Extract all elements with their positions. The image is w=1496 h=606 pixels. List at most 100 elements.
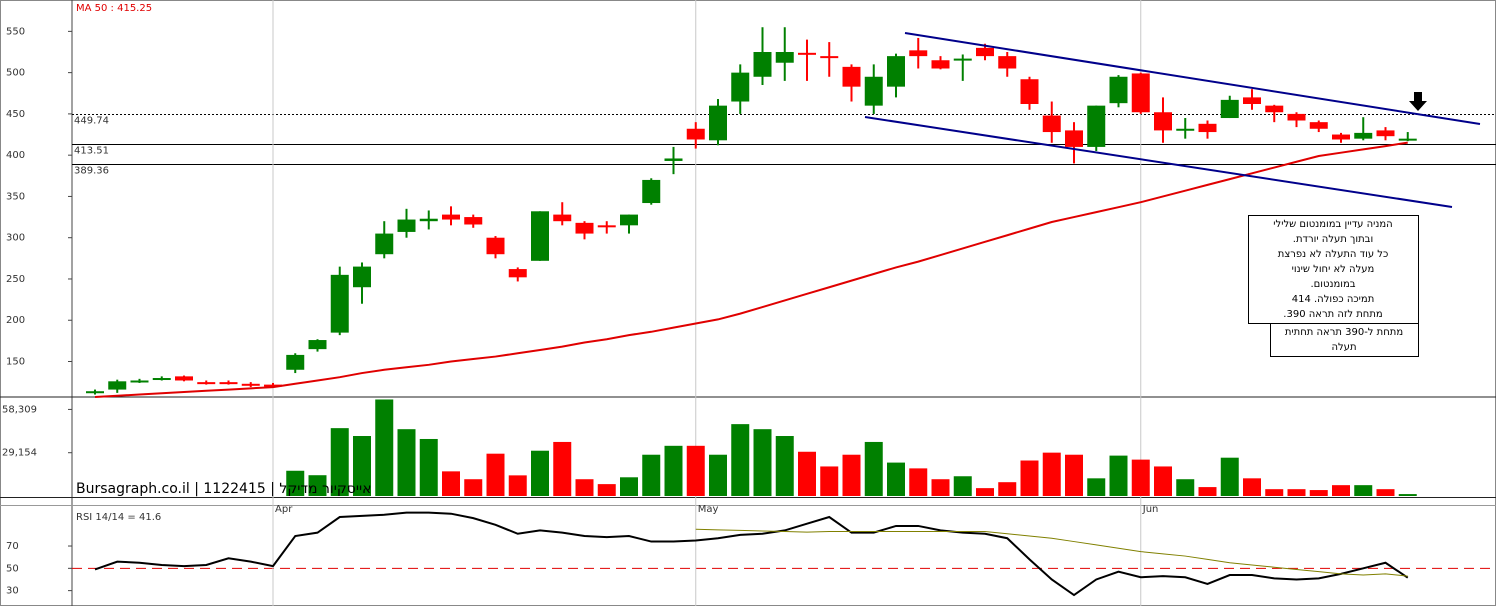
candle-body: [531, 211, 549, 261]
volume-bar: [1398, 494, 1417, 496]
grid: [68, 0, 1496, 606]
volume-bar: [753, 429, 772, 496]
level-label: 449.74: [74, 116, 109, 127]
volume-bar: [664, 445, 683, 496]
x-tick-label: May: [698, 504, 719, 515]
candle-body: [1287, 113, 1306, 121]
candle-body: [820, 56, 839, 59]
candle-body: [286, 354, 305, 370]
note-text: תעלה: [1331, 342, 1356, 353]
y-tick-label: 300: [6, 233, 25, 244]
candle-body: [442, 214, 460, 220]
candle-body: [753, 51, 772, 77]
volume-bar: [308, 475, 327, 496]
channel-lower: [864, 116, 1453, 208]
volume-bar: [1087, 478, 1106, 496]
candle-body: [1243, 97, 1261, 104]
candle-body: [686, 128, 705, 140]
candle-body: [731, 72, 750, 102]
y-tick-label: 550: [6, 26, 25, 37]
note-text: מתחת לזה תראה 390.: [1283, 309, 1382, 320]
candle-body: [709, 105, 727, 141]
candle-body: [152, 378, 171, 381]
candle-body: [108, 381, 127, 390]
candle-body: [1020, 79, 1039, 104]
volume-bar: [1020, 460, 1039, 496]
candle-body: [1220, 99, 1239, 119]
note-text: כל עוד התעלה לא נפרצת: [1278, 249, 1388, 260]
volume-bar: [798, 451, 816, 496]
candle-body: [664, 158, 683, 161]
candle-body: [375, 233, 394, 255]
x-tick-label: Jun: [1142, 504, 1159, 515]
candle-body: [1332, 134, 1350, 140]
candle-body: [998, 56, 1017, 69]
note-text: מעלה לא יחול שינוי: [1292, 264, 1375, 275]
rsi-line: [94, 511, 1409, 597]
candle-body: [976, 47, 994, 57]
note-text: במומנטום.: [1310, 279, 1355, 290]
candle-body: [1109, 76, 1128, 104]
volume-bar: [1354, 485, 1373, 496]
y-tick-label: 58,309: [2, 404, 37, 415]
candle-body: [575, 222, 594, 234]
y-tick-label: 500: [6, 68, 25, 79]
volume-bar: [1220, 457, 1239, 496]
volume-bar: [931, 479, 950, 496]
volume-bar: [464, 479, 483, 496]
candle-body: [597, 225, 616, 228]
arrow-down: [1409, 92, 1427, 111]
volume-bar: [1376, 489, 1395, 496]
candle-body: [887, 56, 905, 87]
candle-body: [842, 66, 861, 87]
volume-bar: [1065, 454, 1083, 496]
candle-body: [1154, 112, 1172, 131]
candle-body: [1354, 132, 1373, 139]
volume-bar: [553, 441, 572, 496]
volume-bar: [397, 429, 416, 496]
candle-body: [264, 384, 282, 387]
marks: [86, 27, 1417, 597]
y-tick-label: 30: [6, 586, 19, 597]
y-tick-label: 450: [6, 109, 25, 120]
candle-body: [308, 340, 327, 350]
volume-bar: [286, 470, 305, 496]
volume-bar: [864, 441, 883, 496]
volume-bar: [620, 477, 638, 496]
y-tick-label: 250: [6, 274, 25, 285]
volume-bar: [709, 454, 727, 496]
candle-body: [486, 237, 505, 255]
candle-body: [775, 51, 794, 63]
candle-body: [130, 380, 149, 383]
candle-body: [1265, 105, 1284, 113]
y-tick-label: 200: [6, 315, 25, 326]
candle-body: [909, 50, 928, 57]
candle-body: [1065, 130, 1083, 147]
volume-bar: [976, 488, 994, 496]
volume-bar: [731, 424, 750, 496]
y-tick-label: 150: [6, 357, 25, 368]
y-tick-label: 350: [6, 191, 25, 202]
candle-body: [353, 266, 371, 288]
y-tick-label: 70: [6, 541, 19, 552]
volume-bar: [998, 482, 1017, 496]
x-tick-label: Apr: [275, 504, 293, 515]
candle-body: [1176, 128, 1195, 131]
note-text: המניה עדיין במומנטום שלילי: [1273, 219, 1392, 230]
volume-bar: [353, 436, 371, 496]
candle-body: [219, 382, 238, 385]
candle-body: [953, 58, 972, 61]
candle-body: [1398, 138, 1417, 141]
volume-bar: [642, 454, 661, 496]
volume-bar: [1042, 452, 1061, 496]
candle-body: [553, 214, 572, 222]
rsi-line: [695, 528, 1408, 577]
candle-body: [1309, 122, 1328, 129]
labels: 150 200 250 300 350 400 450 500 550 MA 50 : 415.2…: [2, 3, 1403, 597]
y-tick-label: 29,154: [2, 448, 37, 459]
candle-body: [1042, 115, 1061, 133]
candle-body: [197, 382, 216, 385]
channel-upper: [904, 32, 1481, 125]
candle-body: [397, 219, 416, 232]
volume-bar: [909, 468, 928, 496]
